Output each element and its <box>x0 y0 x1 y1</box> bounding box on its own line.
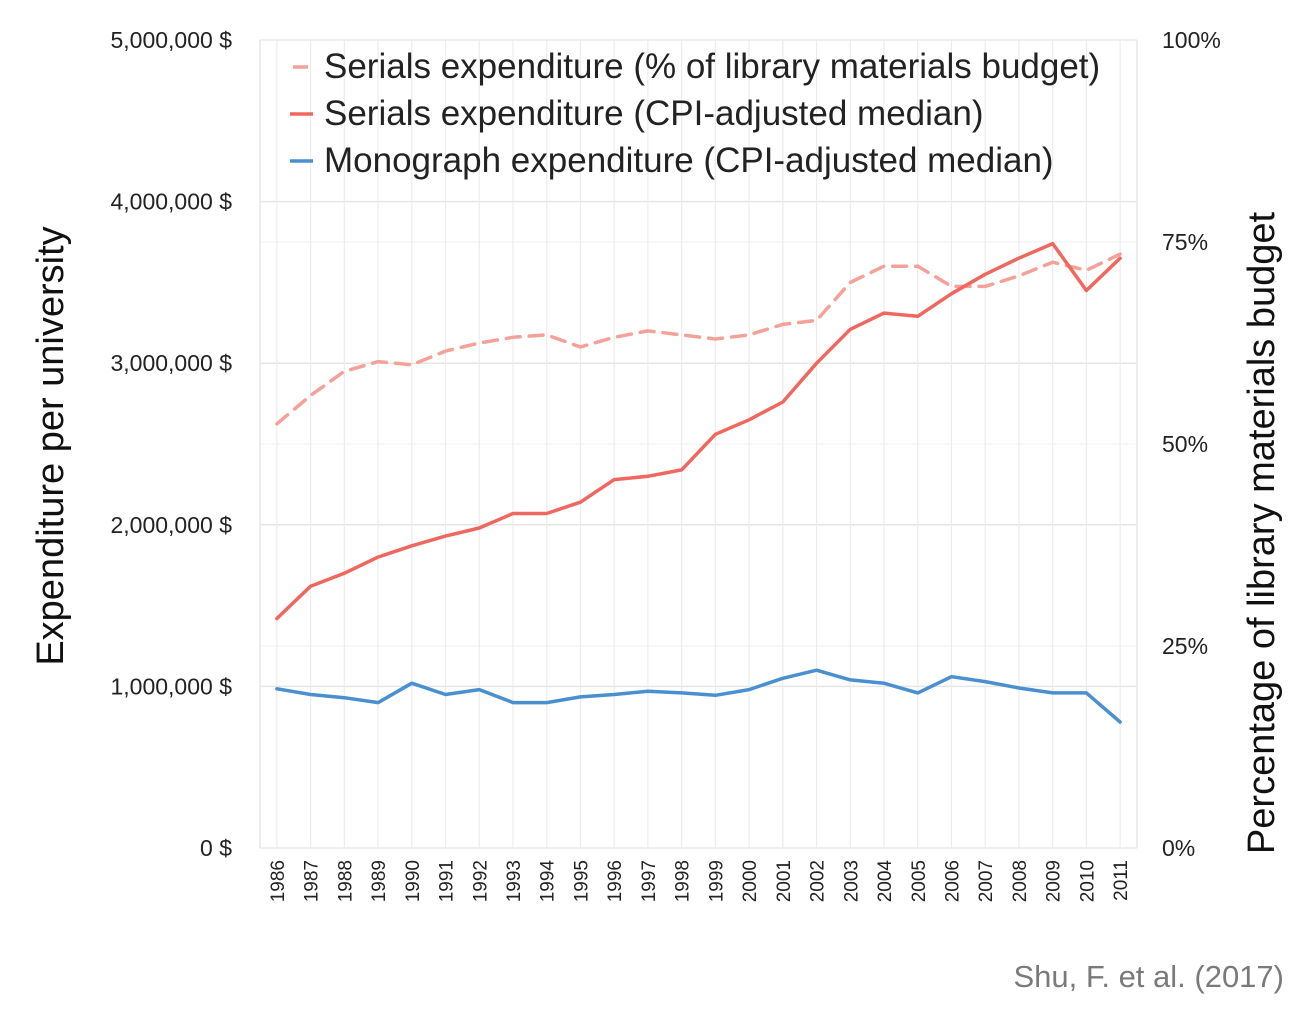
x-tick-label: 1995 <box>571 860 592 902</box>
left-tick-label: 0 $ <box>200 835 232 861</box>
x-tick-label: 1994 <box>538 860 559 903</box>
x-tick-label: 2004 <box>875 860 896 903</box>
right-tick-label: 25% <box>1162 633 1208 659</box>
right-tick-label: 100% <box>1162 27 1221 53</box>
x-tick-label: 2010 <box>1077 860 1098 902</box>
x-tick-label: 2002 <box>808 860 829 902</box>
x-tick-label: 2007 <box>976 860 997 902</box>
grid <box>259 39 1138 849</box>
x-tick-label: 1998 <box>673 860 694 902</box>
x-tick-label: 1987 <box>302 860 323 902</box>
x-tick-label: 1989 <box>369 860 390 902</box>
x-tick-label: 2006 <box>942 860 963 902</box>
x-tick-label: 1996 <box>605 860 626 902</box>
x-tick-label: 1990 <box>403 860 424 902</box>
x-tick-label: 1997 <box>639 860 660 902</box>
series-line-1 <box>275 241 1122 621</box>
right-tick-label: 50% <box>1162 431 1208 457</box>
x-tick-label: 1986 <box>268 860 289 902</box>
x-tick-label: 2001 <box>774 860 795 902</box>
x-tick-label: 1988 <box>335 860 356 902</box>
left-axis-title: Expenditure per university <box>30 226 72 665</box>
x-tick-label: 1993 <box>504 860 525 902</box>
legend-label: Monograph expenditure (CPI-adjusted medi… <box>324 141 1054 180</box>
series-line-2 <box>275 668 1122 724</box>
right-tick-label: 0% <box>1162 835 1195 861</box>
source-citation: Shu, F. et al. (2017) <box>1013 959 1284 994</box>
left-tick-label: 1,000,000 $ <box>110 673 232 699</box>
x-tick-label: 2011 <box>1111 860 1132 901</box>
x-axis-ticks: 1986 1987 1988 1989 1990 1991 1992 1993 1994 1995… <box>268 860 1132 903</box>
left-axis-ticks: 0 $ 1,000,000 $ 2,000,000 $ 3,000,000 $ 4,00… <box>110 27 232 861</box>
x-tick-label: 2000 <box>740 860 761 902</box>
left-tick-label: 4,000,000 $ <box>110 189 232 215</box>
x-tick-label: 2005 <box>909 860 930 902</box>
x-tick-label: 1992 <box>470 860 491 902</box>
right-axis-ticks: 0% 25% 50% 75% 100% <box>1162 27 1221 861</box>
left-tick-label: 2,000,000 $ <box>110 512 232 538</box>
right-tick-label: 75% <box>1162 229 1208 255</box>
x-tick-label: 2003 <box>841 860 862 902</box>
series-line-0 <box>275 252 1122 426</box>
x-tick-label: 2009 <box>1044 860 1065 902</box>
left-tick-label: 3,000,000 $ <box>110 350 232 376</box>
x-tick-label: 1999 <box>706 860 727 902</box>
legend: Serials expenditure (% of library materi… <box>290 47 1100 180</box>
left-tick-label: 5,000,000 $ <box>110 27 232 53</box>
x-tick-label: 1991 <box>437 860 458 902</box>
x-tick-label: 2008 <box>1010 860 1031 902</box>
legend-label: Serials expenditure (CPI-adjusted median… <box>324 94 984 133</box>
legend-label: Serials expenditure (% of library materi… <box>324 47 1100 86</box>
right-axis-title: Percentage of library materials budget <box>1241 211 1283 854</box>
series-layer <box>275 241 1122 724</box>
